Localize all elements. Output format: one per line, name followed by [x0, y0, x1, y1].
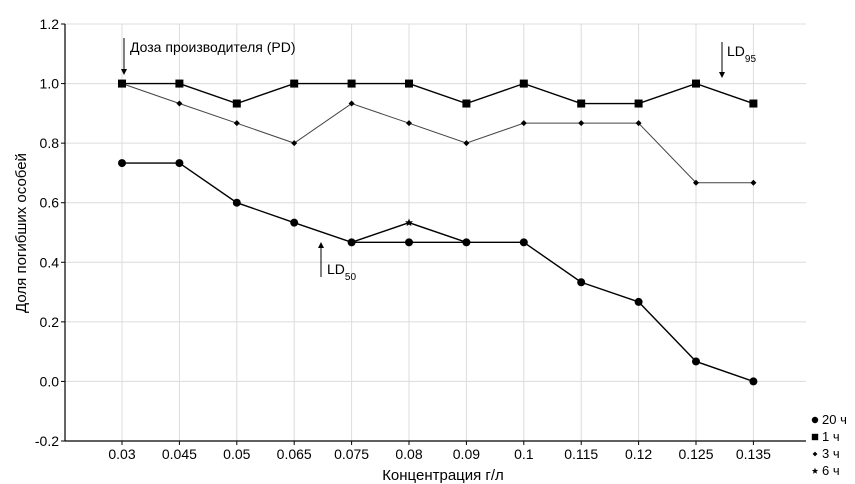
series-line	[122, 82, 754, 105]
legend-item: 6 ч	[811, 463, 840, 478]
data-point	[463, 140, 470, 147]
data-point	[232, 198, 241, 207]
data-point	[520, 120, 527, 127]
y-tick-label: 0.0	[40, 373, 60, 389]
annotations-layer: Доза производителя (PD) LD95 LD50	[121, 38, 756, 283]
x-axis-title: Концентрация г/л	[382, 467, 504, 484]
data-point	[519, 238, 528, 247]
data-point	[175, 159, 184, 168]
ld50-arrow-head	[318, 242, 324, 248]
y-tick-label: 1.0	[40, 76, 60, 92]
data-point	[233, 120, 240, 127]
data-point	[693, 179, 699, 186]
data-point	[634, 99, 643, 108]
y-tick-label: 0.6	[40, 195, 60, 211]
y-tick-label: 0.8	[40, 135, 60, 151]
legend: 20 ч 1 ч 3 ч 6 ч	[811, 412, 847, 478]
x-tick-label: 0.045	[162, 446, 197, 462]
data-point	[175, 79, 184, 88]
x-tick-labels: 0.03 0.045 0.05 0.065 0.075 0.08 0.09 0.1 0.115 0…	[108, 446, 771, 462]
data-point	[692, 357, 700, 366]
y-tick-labels: -0.2 0.0 0.2 0.4 0.6 0.8 1.0 1.2	[35, 16, 59, 449]
pd-annotation: Доза производителя (PD)	[130, 39, 296, 55]
data-point	[749, 377, 758, 386]
x-tick-label: 0.03	[108, 446, 135, 462]
data-point	[291, 140, 298, 147]
y-tick-label: 0.4	[40, 254, 60, 270]
x-tick-label: 0.065	[277, 446, 312, 462]
data-point	[347, 238, 356, 247]
x-tick-label: 0.125	[678, 446, 713, 462]
x-tick-label: 0.09	[453, 446, 480, 462]
data-point	[749, 99, 758, 108]
y-tick-label: -0.2	[35, 433, 59, 449]
data-point	[232, 99, 241, 108]
x-tick-label: 0.135	[736, 446, 771, 462]
legend-marker	[812, 451, 818, 457]
pd-arrow-head	[121, 69, 127, 75]
data-point	[577, 99, 586, 108]
grid	[65, 23, 806, 441]
series-line	[121, 83, 754, 184]
data-point	[635, 120, 642, 127]
data-point	[692, 79, 700, 88]
data-point	[577, 278, 586, 287]
series-layer	[118, 79, 758, 386]
x-tick-label: 0.08	[395, 446, 422, 462]
series-1	[118, 159, 758, 386]
legend-marker	[811, 433, 819, 441]
ld50-annotation: LD50	[327, 261, 356, 283]
y-tick-label: 0.2	[40, 314, 60, 330]
data-point	[290, 218, 299, 227]
data-point	[405, 238, 413, 247]
data-point	[634, 297, 643, 306]
data-point	[519, 79, 528, 88]
data-point	[578, 120, 585, 127]
data-point	[406, 120, 412, 127]
legend-item: 1 ч	[811, 429, 840, 444]
legend-marker	[811, 467, 819, 474]
data-point	[290, 79, 299, 88]
x-tick-label: 0.12	[625, 446, 652, 462]
legend-item: 20 ч	[811, 412, 847, 427]
x-tick-label: 0.05	[223, 446, 250, 462]
data-point	[348, 100, 355, 107]
axes	[61, 23, 806, 445]
legend-item: 3 ч	[812, 446, 840, 461]
legend-label: 20 ч	[822, 412, 847, 427]
legend-label: 1 ч	[822, 429, 840, 444]
data-point	[118, 159, 126, 168]
data-point	[750, 179, 757, 186]
data-point	[347, 79, 356, 88]
x-tick-label: 0.1	[514, 446, 534, 462]
data-point	[405, 218, 413, 227]
legend-marker	[811, 416, 819, 424]
data-point	[176, 100, 183, 107]
series-line	[122, 162, 754, 383]
y-axis-title: Доля погибших особей	[13, 153, 30, 313]
legend-label: 3 ч	[822, 446, 840, 461]
ld95-annotation: LD95	[727, 43, 756, 65]
x-tick-label: 0.075	[334, 446, 369, 462]
x-tick-label: 0.115	[564, 446, 598, 462]
ld95-arrow-head	[719, 72, 725, 78]
data-point	[462, 238, 471, 247]
series-2	[118, 79, 758, 108]
y-tick-label: 1.2	[40, 16, 60, 32]
data-point	[462, 99, 471, 108]
data-point	[405, 79, 413, 88]
data-point	[118, 79, 126, 88]
legend-label: 6 ч	[822, 463, 840, 478]
